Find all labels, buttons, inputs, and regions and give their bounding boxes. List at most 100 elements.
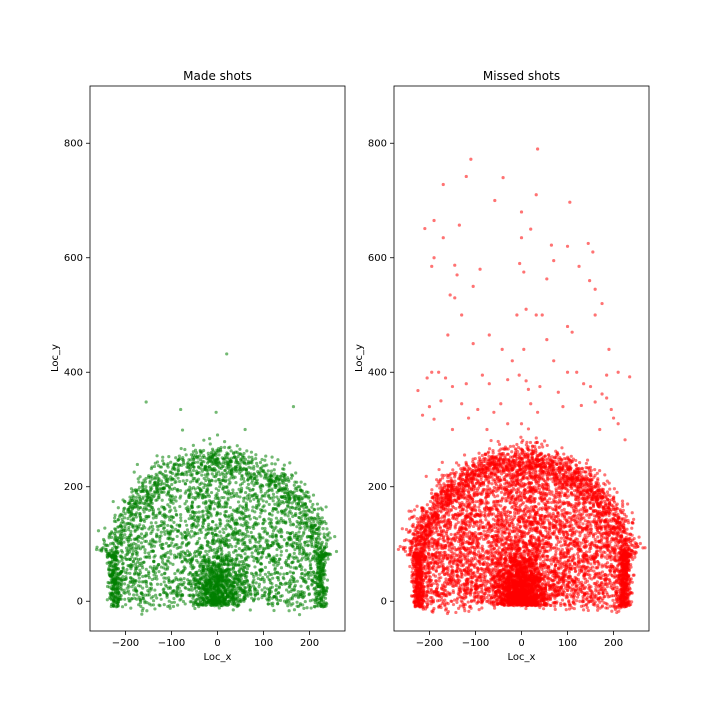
made-shot-point <box>166 503 169 506</box>
made-shot-point <box>131 597 134 600</box>
made-shot-point <box>186 578 189 581</box>
made-shot-point <box>250 597 253 600</box>
made-shot-point <box>159 511 162 514</box>
made-shot-point <box>177 458 180 461</box>
made-shot-point <box>135 593 138 596</box>
made-shot-point <box>164 516 167 519</box>
made-shot-point <box>207 558 210 561</box>
made-shot-point <box>309 500 312 503</box>
missed-shot-point <box>560 537 563 540</box>
made-shot-point <box>272 563 275 566</box>
made-shot-point <box>156 583 159 586</box>
made-shot-point <box>258 539 261 542</box>
made-shot-point <box>200 603 203 606</box>
made-shot-point <box>174 456 177 459</box>
made-shot-point <box>176 477 179 480</box>
made-shot-point <box>303 574 306 577</box>
made-shot-point <box>111 573 114 576</box>
made-shot-point <box>120 525 123 528</box>
made-shot-point <box>153 588 156 591</box>
made-shot-point <box>194 583 197 586</box>
made-shot-point <box>188 486 191 489</box>
made-shot-point <box>155 454 158 457</box>
made-shot-point <box>159 483 162 486</box>
made-shot-point <box>278 531 281 534</box>
made-shot-point <box>312 587 315 590</box>
made-shot-point <box>207 493 210 496</box>
made-shot-point <box>138 580 141 583</box>
made-shot-point <box>282 501 285 504</box>
made-shot-point <box>283 497 286 500</box>
made-shot-point <box>321 516 324 519</box>
made-shot-point <box>172 589 175 592</box>
made-shot-point <box>234 563 237 566</box>
made-shot-point <box>195 590 198 593</box>
made-shot-point <box>181 428 184 431</box>
made-shot-point <box>239 583 242 586</box>
made-shot-point <box>132 593 135 596</box>
made-shot-point <box>230 590 233 593</box>
made-shot-point <box>157 570 160 573</box>
made-shot-point <box>111 592 114 595</box>
made-shot-point <box>293 490 296 493</box>
made-shot-point <box>317 507 320 510</box>
made-shot-point <box>175 514 178 517</box>
made-shot-point <box>241 543 244 546</box>
made-shot-point <box>217 581 220 584</box>
made-shot-point <box>173 506 176 509</box>
made-shot-point <box>191 465 194 468</box>
made-shot-point <box>249 593 252 596</box>
made-shot-point <box>271 602 274 605</box>
made-shot-point <box>117 542 120 545</box>
made-shot-point <box>135 490 138 493</box>
made-shot-point <box>232 551 235 554</box>
made-shot-point <box>141 607 144 610</box>
made-shot-point <box>267 489 270 492</box>
made-shot-point <box>245 472 248 475</box>
made-shot-point <box>234 574 237 577</box>
made-shot-point <box>333 535 336 538</box>
made-shot-point <box>190 505 193 508</box>
made-shot-point <box>127 557 130 560</box>
made-x-tick-label: 200 <box>300 638 319 649</box>
made-shot-point <box>258 573 261 576</box>
made-shot-point <box>296 485 299 488</box>
made-shot-point <box>140 613 143 616</box>
made-shot-point <box>213 467 216 470</box>
made-shot-point <box>308 495 311 498</box>
made-shot-point <box>298 508 301 511</box>
made-shot-point <box>310 516 313 519</box>
made-shot-point <box>129 567 132 570</box>
made-shot-point <box>173 487 176 490</box>
made-shot-point <box>221 528 224 531</box>
made-shot-point <box>238 468 241 471</box>
made-shot-point <box>178 587 181 590</box>
made-shot-point <box>193 511 196 514</box>
made-shot-point <box>197 585 200 588</box>
made-shot-point <box>166 484 169 487</box>
made-shot-point <box>288 461 291 464</box>
made-shot-point <box>110 568 113 571</box>
made-shot-point <box>310 541 313 544</box>
made-shot-point <box>152 560 155 563</box>
made-shot-point <box>312 493 315 496</box>
made-shot-point <box>266 599 269 602</box>
made-shot-point <box>247 460 250 463</box>
made-shot-point <box>138 577 141 580</box>
made-y-tick-label: 400 <box>64 368 83 379</box>
made-shot-point <box>224 505 227 508</box>
made-shot-point <box>267 593 270 596</box>
made-shot-point <box>320 583 323 586</box>
made-shot-point <box>205 528 208 531</box>
made-shot-point <box>299 543 302 546</box>
made-shot-point <box>242 506 245 509</box>
made-shot-point <box>299 585 302 588</box>
made-shot-point <box>213 560 216 563</box>
made-shot-point <box>312 570 315 573</box>
made-shot-point <box>161 558 164 561</box>
made-shot-point <box>226 464 229 467</box>
made-shot-point <box>237 488 240 491</box>
made-shot-point <box>272 560 275 563</box>
made-shot-point <box>183 586 186 589</box>
